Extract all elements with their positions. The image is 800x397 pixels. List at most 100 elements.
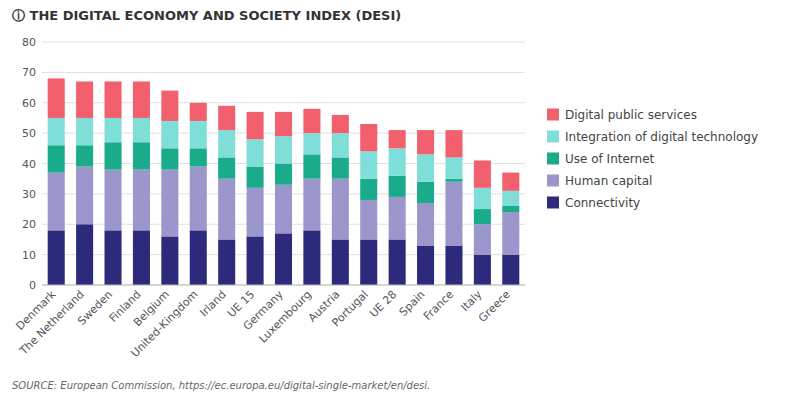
y-tick-label: 10 [22,249,36,262]
x-axis-line [42,285,525,286]
legend-label: Connectivity [565,196,640,210]
grid-line [42,72,525,73]
bar-segment [76,224,93,285]
bar-segment [502,206,519,212]
bar-segment [48,230,65,285]
legend-swatch [547,109,559,121]
bar-segment [275,136,292,163]
bar-segment [474,209,491,224]
bar-segment [389,148,406,175]
legend: Digital public services Integration of di… [547,108,758,210]
x-tick-label: France [421,288,456,323]
bar-segment [218,130,235,157]
bar-segment [161,91,178,121]
title: ⓘ THE DIGITAL ECONOMY AND SOCIETY INDEX … [12,8,401,23]
bar-segment [389,130,406,148]
bar-segment [105,81,122,117]
bar-segment [445,130,462,157]
source: SOURCE: European Commission, https://ec.… [12,380,430,391]
bar-segment [133,118,150,142]
bar-segment [360,239,377,285]
y-tick-label: 20 [22,218,36,231]
bar-segment [76,145,93,166]
bar-segment [275,112,292,136]
x-tick-label: Sweden [75,288,115,328]
bar-segment [303,133,320,154]
y-tick-label: 30 [22,188,36,201]
legend-label: Integration of digital technology [565,130,758,144]
x-tick-label: UE 28 [367,288,399,320]
y-tick-label: 70 [22,66,36,79]
bar-segment [360,200,377,239]
bar-segment [332,115,349,133]
bar-segment [48,78,65,117]
bar-segment [303,154,320,178]
bar-segment [417,182,434,203]
bar-segment [445,179,462,182]
bar-segment [474,224,491,254]
y-tick-label: 0 [29,279,36,292]
bar-segment [161,236,178,285]
bar-segment [445,157,462,178]
bar-segment [360,179,377,200]
chart: ⓘ THE DIGITAL ECONOMY AND SOCIETY INDEX … [0,0,800,397]
legend-swatch [547,131,559,143]
x-tick-label: Portugal [329,288,370,329]
bar-segment [502,255,519,285]
bar-segment [218,239,235,285]
bar-segment [417,246,434,285]
y-tick-label: 60 [22,97,36,110]
bar-segment [48,145,65,172]
bar-segment [502,173,519,191]
x-tick-label: Greece [476,288,513,325]
grid-line [42,285,525,286]
bar-segment [247,139,264,166]
bar-segment [76,118,93,145]
bar-segment [445,246,462,285]
bar-segment [303,179,320,231]
bar-segment [190,121,207,148]
bar-segment [247,112,264,139]
bar-segment [133,170,150,231]
legend-label: Digital public services [565,108,697,122]
bar-segment [275,185,292,234]
bar-segment [218,179,235,240]
bar-segment [502,212,519,255]
bar-segment [161,121,178,148]
bar-segment [247,236,264,285]
x-tick-label: Luxembourg [256,288,314,346]
bar-segment [389,239,406,285]
bar-segment [190,103,207,121]
bar-segment [389,176,406,197]
bar-segment [332,179,349,240]
bar-segment [190,230,207,285]
legend-swatch [547,153,559,165]
bar-segment [303,109,320,133]
bar-segment [76,167,93,225]
bar-segment [105,118,122,142]
bar-segment [133,230,150,285]
y-tick-label: 40 [22,158,36,171]
bar-segment [417,154,434,181]
legend-label: Use of Internet [565,152,655,166]
bar-segment [48,118,65,145]
bar-segment [502,191,519,206]
bar-segment [48,173,65,231]
bars [48,78,520,285]
bar-segment [105,142,122,169]
bar-segment [474,160,491,187]
x-tick-label: United-Kingdom [128,288,200,360]
bar-segment [161,170,178,237]
bar-segment [332,239,349,285]
x-tick-label: Irland [197,288,228,319]
y-tick-label: 50 [22,127,36,140]
bar-segment [360,124,377,151]
bar-segment [417,130,434,154]
bar-segment [303,230,320,285]
bar-segment [247,188,264,237]
bar-segment [190,167,207,231]
bar-segment [105,170,122,231]
bar-segment [161,148,178,169]
legend-swatch [547,197,559,209]
x-tick-label: The Netherland [17,288,87,358]
